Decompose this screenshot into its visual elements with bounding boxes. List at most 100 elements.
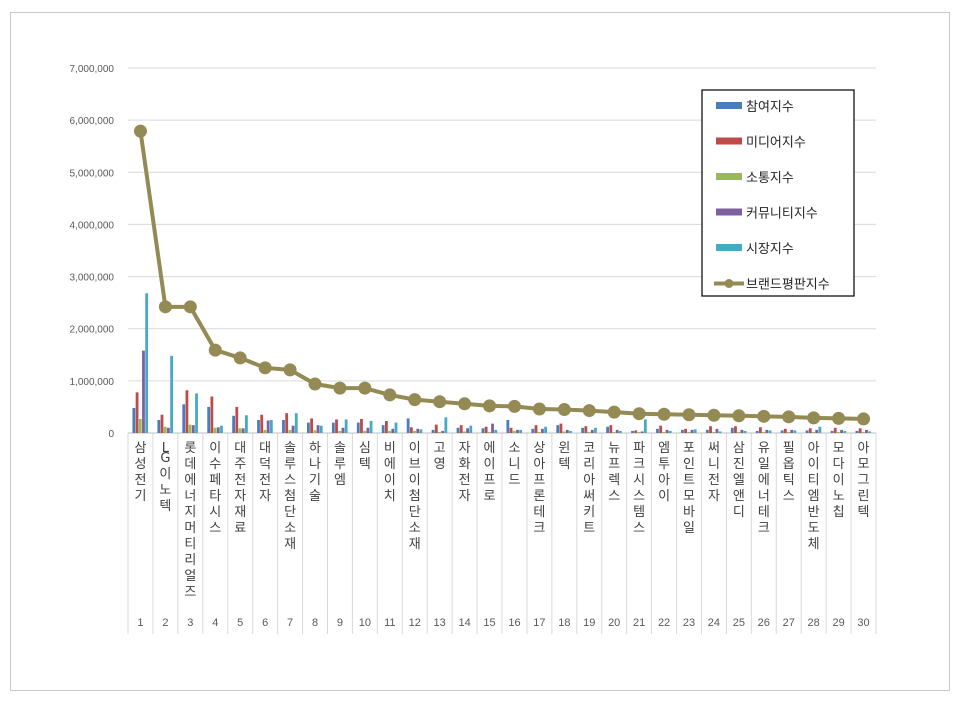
bar-3 <box>466 428 469 433</box>
bar-4 <box>319 425 323 433</box>
brand-reputation-point <box>832 411 846 425</box>
rank-label: 29 <box>832 617 844 629</box>
bar-4 <box>294 413 298 433</box>
bar-3 <box>815 429 819 433</box>
legend-swatch <box>716 137 742 145</box>
bar-0 <box>855 430 859 433</box>
rank-label: 16 <box>508 617 520 629</box>
rank-label: 9 <box>337 617 343 629</box>
bar-2 <box>837 431 840 433</box>
bar-3 <box>316 425 320 433</box>
rank-label: 11 <box>384 617 395 629</box>
bar-3 <box>191 425 195 433</box>
bar-2 <box>861 431 865 433</box>
bar-4 <box>494 429 498 433</box>
bar-2 <box>338 430 342 433</box>
bar-3 <box>266 420 270 433</box>
y-tick-label: 1,000,000 <box>70 377 115 388</box>
brand-reputation-point <box>732 409 746 423</box>
bar-4 <box>344 419 348 433</box>
legend-swatch <box>716 173 742 180</box>
bar-0 <box>755 430 759 433</box>
bar-3 <box>840 429 843 433</box>
bar-3 <box>291 425 295 433</box>
brand-reputation-point <box>383 388 397 402</box>
bar-3 <box>391 428 395 433</box>
bar-1 <box>534 425 538 433</box>
brand-reputation-point <box>408 393 422 407</box>
bar-3 <box>167 427 170 433</box>
rank-label: 2 <box>162 617 168 629</box>
bar-1 <box>509 427 513 433</box>
brand-reputation-point <box>183 300 197 314</box>
bar-2 <box>363 430 367 433</box>
bar-0 <box>631 430 634 433</box>
bar-4 <box>170 355 173 433</box>
legend-swatch <box>716 208 742 216</box>
bar-3 <box>665 429 669 433</box>
rank-label: 24 <box>708 617 720 629</box>
brand-reputation-point <box>557 403 571 417</box>
bar-2 <box>163 426 167 433</box>
bar-4 <box>743 430 747 433</box>
legend-swatch <box>716 244 742 251</box>
bar-3 <box>241 428 245 433</box>
bar-3 <box>516 429 519 433</box>
bar-2 <box>612 431 616 433</box>
bar-4 <box>220 425 223 433</box>
bar-2 <box>687 431 691 433</box>
bar-0 <box>556 425 560 433</box>
bar-3 <box>740 429 744 433</box>
bar-3 <box>765 429 769 433</box>
bar-4 <box>245 415 248 433</box>
bar-4 <box>619 430 622 433</box>
bar-1 <box>235 406 239 433</box>
bar-3 <box>590 429 594 433</box>
bar-3 <box>715 428 719 433</box>
bar-0 <box>282 419 285 433</box>
rank-label: 27 <box>783 617 795 629</box>
bar-4 <box>469 425 473 433</box>
bar-4 <box>544 426 547 433</box>
brand-reputation-point <box>807 411 821 425</box>
bar-2 <box>637 431 641 433</box>
bar-0 <box>381 425 385 433</box>
bar-1 <box>260 414 264 433</box>
rank-label: 26 <box>758 617 770 629</box>
bar-4 <box>768 430 772 433</box>
bar-4 <box>594 427 597 433</box>
bar-4 <box>269 419 273 433</box>
bar-0 <box>581 427 585 433</box>
bar-2 <box>238 428 242 433</box>
rank-label: 14 <box>458 617 470 629</box>
rank-label: 5 <box>237 617 243 629</box>
y-tick-label: 6,000,000 <box>70 116 115 127</box>
brand-reputation-point <box>208 343 222 357</box>
bar-3 <box>690 429 694 433</box>
rank-label: 15 <box>483 617 495 629</box>
legend-box <box>701 89 855 297</box>
brand-reputation-point <box>483 399 497 413</box>
bar-2 <box>188 424 192 433</box>
legend-label: 커뮤니티지수 <box>746 207 818 222</box>
bar-2 <box>812 431 815 433</box>
bar-1 <box>559 423 563 433</box>
bar-2 <box>487 431 491 433</box>
rank-label: 3 <box>187 617 193 629</box>
brand-reputation-point <box>707 408 721 422</box>
bar-3 <box>366 427 370 433</box>
brand-reputation-point <box>532 402 546 416</box>
